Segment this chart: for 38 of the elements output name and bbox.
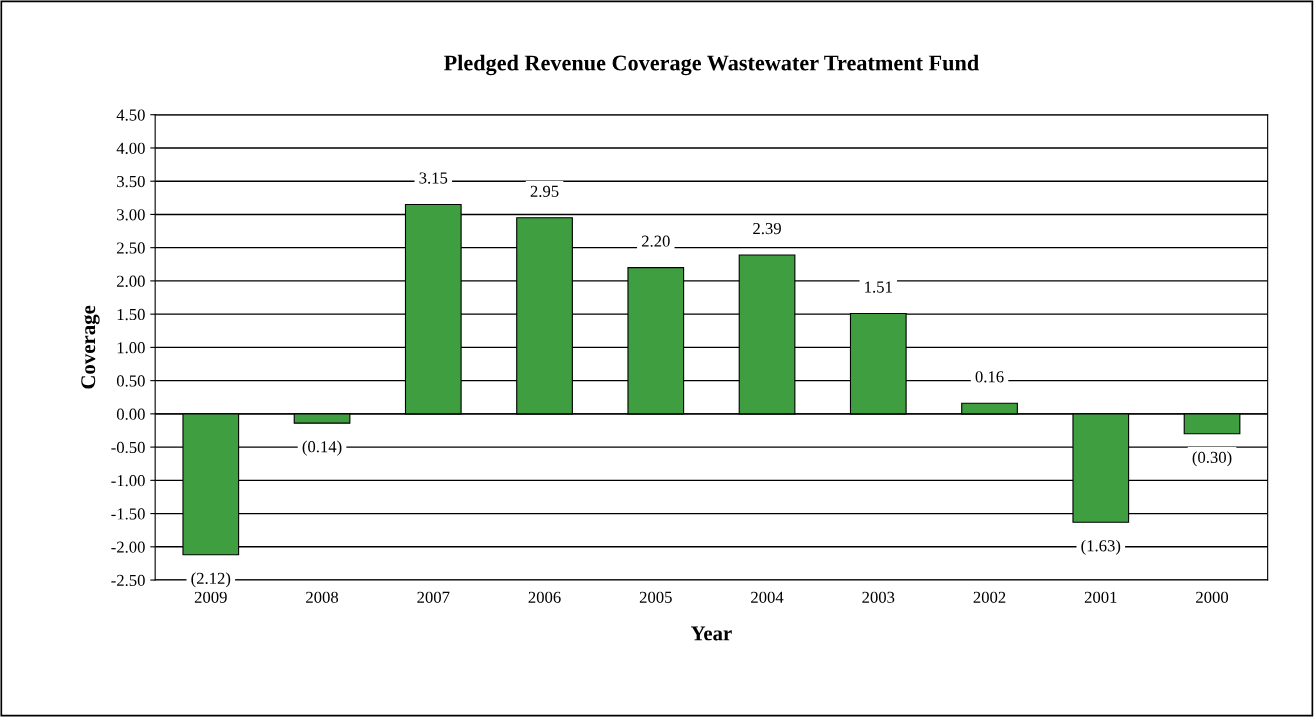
y-tick-label: -0.50 [111,441,145,454]
data-label: 1.51 [865,281,892,293]
x-tick-label: 2004 [751,591,784,603]
x-tick-label: 2007 [417,591,450,603]
y-tick-label: 0.00 [116,408,145,420]
y-axis-title: Coverage [81,305,100,389]
y-tick-label: 0.50 [116,375,145,387]
y-tick-label: 3.00 [117,209,145,221]
data-label: (0.30) [1192,451,1232,467]
y-tick-label: 1.50 [117,308,145,321]
y-tick-label: 4.50 [116,109,145,121]
data-label: 2.20 [641,235,670,247]
x-tick-label: 2003 [862,591,895,603]
y-tick-label: -1.00 [111,475,145,487]
x-tick-label: 2009 [194,591,227,603]
y-tick-label: 3.50 [117,175,145,188]
y-tick-label: 4.00 [116,142,145,154]
x-tick-label: 2008 [306,591,339,603]
chart-title: Pledged Revenue Coverage Wastewater Treatment Fund [444,54,979,76]
y-tick-label: -2.50 [111,574,145,587]
data-label: (1.63) [1081,539,1121,555]
x-tick-label: 2006 [528,591,561,603]
x-tick-label: 2000 [1196,591,1229,603]
x-tick-label: 2001 [1084,591,1117,603]
data-label: (0.14) [302,440,342,456]
x-axis-title: Year [690,626,732,641]
y-tick-label: 2.00 [117,275,145,287]
data-label: 0.16 [975,371,1004,383]
y-tick-label: 1.00 [117,342,145,354]
data-label: 3.15 [419,172,448,184]
y-tick-label: -1.50 [111,508,145,520]
x-tick-label: 2005 [639,591,672,603]
data-label: 2.39 [753,222,781,235]
data-label: (2.12) [191,572,231,588]
data-label: 2.95 [530,185,559,197]
y-tick-label: 2.50 [117,242,145,254]
y-tick-label: -2.00 [111,541,145,553]
x-tick-label: 2002 [973,591,1006,603]
